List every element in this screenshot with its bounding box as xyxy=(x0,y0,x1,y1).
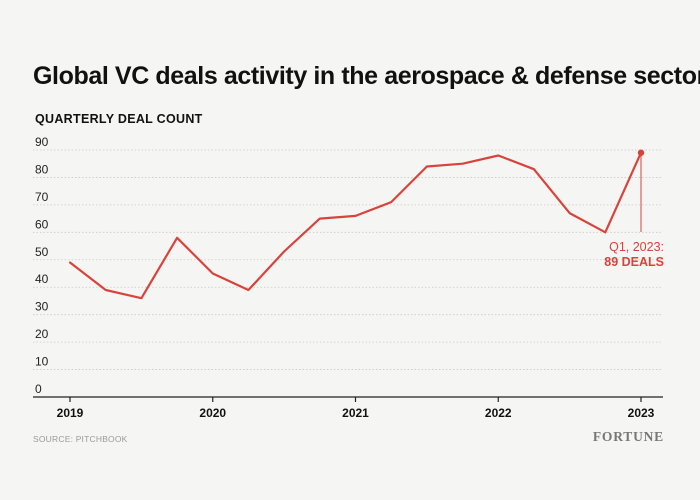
chart-annotation: Q1, 2023:89 DEALS xyxy=(604,149,664,269)
x-tick-label: 2023 xyxy=(628,406,655,420)
source-note: SOURCE: PITCHBOOK xyxy=(33,434,128,444)
annotation-line2: 89 DEALS xyxy=(604,255,664,269)
y-tick-label: 20 xyxy=(35,327,49,341)
y-tick-label: 30 xyxy=(35,300,49,314)
chart-grid xyxy=(33,149,663,370)
y-tick-label: 0 xyxy=(35,382,42,396)
highlight-point xyxy=(637,149,645,156)
series-line xyxy=(68,151,643,300)
y-tick-label: 80 xyxy=(35,162,49,176)
y-tick-label: 50 xyxy=(35,245,49,259)
y-tick-label: 10 xyxy=(35,355,49,369)
x-tick-label: 2022 xyxy=(485,406,512,420)
y-axis-ticks: 0 10 20 30 40 50 60 70 80 90 xyxy=(35,135,49,396)
y-tick-label: 60 xyxy=(35,217,49,231)
annotation-line1: Q1, 2023: xyxy=(609,240,664,254)
chart-title: Global VC deals activity in the aerospac… xyxy=(33,62,700,90)
x-axis: 2019 2020 2021 2022 2023 xyxy=(33,396,663,420)
fortune-logo: FORTUNE xyxy=(592,429,664,444)
y-tick-label: 40 xyxy=(35,272,49,286)
y-tick-label: 90 xyxy=(35,135,49,149)
x-tick-label: 2020 xyxy=(199,406,226,420)
chart-series xyxy=(68,151,643,300)
y-tick-label: 70 xyxy=(35,190,49,204)
chart-subtitle: QUARTERLY DEAL COUNT xyxy=(35,112,203,126)
x-tick-label: 2021 xyxy=(342,406,369,420)
x-tick-label: 2019 xyxy=(57,406,84,420)
